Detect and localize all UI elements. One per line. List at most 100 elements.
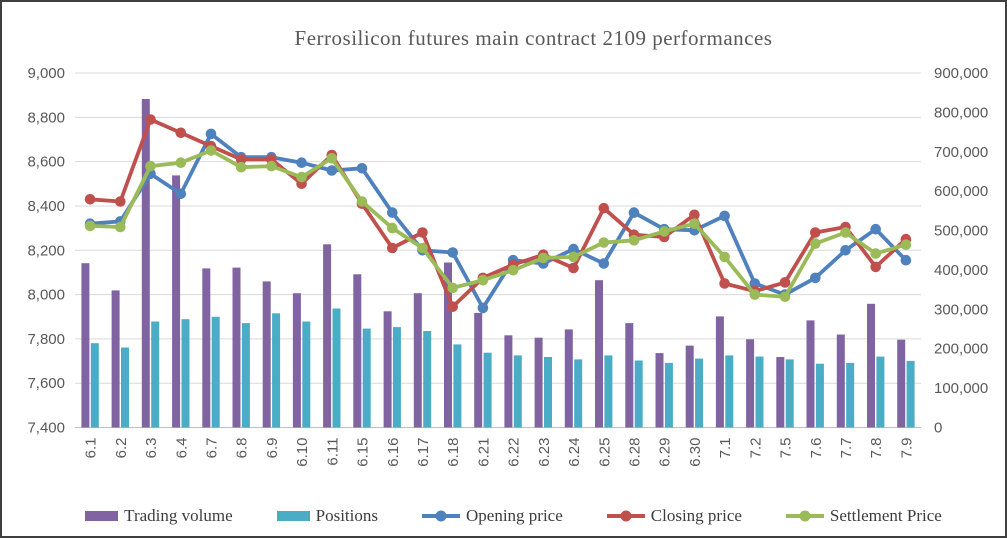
marker-settlement-price: [658, 226, 670, 237]
x-axis-tick-label: 6.24: [566, 438, 583, 467]
marker-closing-price: [84, 194, 96, 205]
x-axis-tick-label: 6.10: [294, 438, 311, 467]
bar-trading-volume: [172, 175, 181, 428]
bar-trading-volume: [534, 337, 543, 428]
left-axis-tick-label: 9,000: [27, 65, 65, 82]
marker-settlement-price: [175, 157, 187, 168]
marker-settlement-price: [447, 282, 459, 294]
settlement-price-marker-dot: [799, 510, 811, 522]
marker-settlement-price: [84, 220, 96, 232]
bar-trading-volume: [836, 334, 845, 428]
bar-trading-volume: [595, 280, 603, 428]
bar-trading-volume: [564, 329, 573, 428]
line-closing-price: [89, 117, 908, 309]
marker-opening-price: [870, 223, 881, 235]
right-axis-tick-label: 800,000: [934, 104, 988, 121]
marker-settlement-price: [205, 145, 217, 156]
x-axis-tick-label: 7.6: [808, 438, 825, 459]
x-axis-tick-label: 7.2: [747, 438, 764, 459]
marker-opening-price: [387, 207, 398, 218]
legend-label-settlement-price: Settlement Price: [829, 506, 942, 525]
marker-settlement-price: [507, 264, 519, 276]
closing-price-marker-dot: [620, 510, 632, 522]
marker-settlement-price: [266, 160, 277, 172]
bar-positions: [544, 357, 552, 428]
bar-positions: [181, 319, 190, 428]
x-axis-tick-label: 6.3: [143, 438, 160, 459]
bar-trading-volume: [232, 267, 241, 428]
marker-settlement-price: [115, 221, 126, 233]
settlement-price-swatch: [785, 510, 824, 522]
marker-closing-price: [417, 227, 428, 238]
bar-trading-volume: [413, 293, 422, 428]
x-axis-tick-label: 6.9: [264, 438, 281, 459]
trading-volume-swatch: [85, 511, 119, 521]
marker-opening-price: [719, 210, 730, 222]
legend-item-opening-price: Opening price: [422, 506, 563, 526]
bar-positions: [634, 360, 643, 428]
x-axis-tick-label: 6.25: [596, 438, 613, 467]
line-settlement-price: [90, 148, 907, 299]
x-axis-tick-label: 7.1: [717, 438, 734, 459]
marker-closing-price: [235, 154, 247, 165]
marker-settlement-price: [477, 274, 489, 286]
x-axis-tick-label: 7.7: [838, 438, 855, 459]
left-axis-tick-label: 7,800: [27, 331, 65, 348]
marker-settlement-price: [689, 218, 700, 229]
bar-trading-volume: [776, 357, 785, 428]
marker-opening-price: [356, 163, 368, 174]
right-axis-tick-label: 300,000: [934, 301, 988, 318]
marker-settlement-price: [598, 237, 610, 248]
bar-trading-volume: [806, 320, 815, 428]
x-axis-tick-label: 6.18: [445, 438, 462, 467]
bar-positions: [121, 347, 129, 428]
right-axis-labels: 900,000 800,000 700,000 600,000 500,000 400,0…: [934, 65, 988, 437]
bar-positions: [574, 359, 583, 428]
x-axis-labels: 6.1 6.2 6.3 6.4 6.7 6.8 6.9 6.10 6.11 6.15 6.16 6.1…: [83, 437, 916, 466]
marker-opening-price: [810, 272, 821, 284]
bar-positions: [513, 355, 522, 428]
marker-settlement-price: [900, 239, 912, 250]
x-axis-tick-label: 6.29: [657, 438, 674, 467]
marker-closing-price: [719, 278, 730, 289]
marker-closing-price: [810, 227, 821, 238]
bar-trading-volume: [655, 353, 664, 428]
bar-trading-volume: [685, 345, 694, 428]
marker-opening-price: [568, 243, 579, 255]
left-axis-tick-label: 8,600: [27, 154, 65, 171]
marker-settlement-price: [810, 238, 821, 249]
left-axis-tick-label: 8,400: [27, 198, 65, 215]
x-axis-tick-label: 6.28: [626, 438, 643, 467]
bar-trading-volume: [141, 99, 150, 428]
x-axis-tick-label: 6.21: [475, 437, 492, 466]
x-axis-tick-label: 7.5: [778, 438, 795, 459]
legend-item-trading-volume: Trading volume: [85, 506, 233, 526]
legend-label-opening-price: Opening price: [466, 506, 563, 525]
marker-settlement-price: [296, 171, 307, 183]
right-axis-tick-label: 400,000: [934, 262, 988, 279]
right-axis-tick-label: 0: [934, 420, 942, 437]
marker-settlement-price: [749, 289, 761, 300]
marker-opening-price: [205, 128, 217, 140]
marker-closing-price: [870, 261, 881, 273]
marker-settlement-price: [719, 251, 730, 263]
marker-closing-price: [598, 202, 610, 214]
marker-settlement-price: [628, 235, 640, 246]
bar-trading-volume: [323, 244, 332, 428]
bar-trading-volume: [504, 335, 513, 428]
bar-trading-volume: [746, 339, 755, 428]
bar-positions: [725, 355, 734, 428]
legend-item-positions: Positions: [276, 506, 378, 526]
marker-settlement-price: [326, 153, 338, 164]
marker-opening-price: [900, 254, 912, 266]
marker-closing-price: [387, 242, 398, 254]
left-axis-tick-label: 8,000: [27, 287, 65, 304]
bar-positions: [664, 362, 673, 428]
bar-trading-volume: [625, 323, 634, 428]
opening-price-swatch: [422, 510, 460, 522]
right-axis-tick-label: 900,000: [934, 65, 988, 82]
left-axis-tick-label: 7,400: [27, 420, 65, 437]
bar-positions: [211, 316, 220, 428]
bar-positions: [876, 356, 885, 428]
